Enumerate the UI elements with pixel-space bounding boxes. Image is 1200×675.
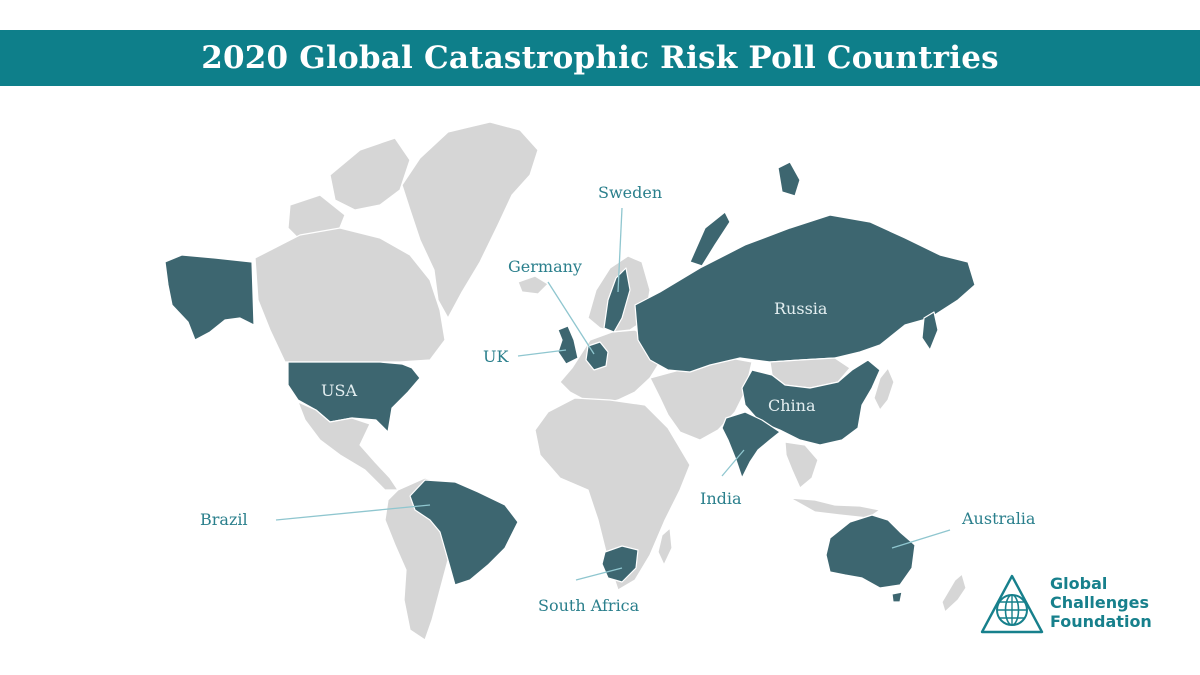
logo-line-1: Global [1050,574,1108,593]
madagascar [657,527,673,566]
canada [254,227,446,363]
label-india: India [700,489,742,508]
country-south-africa [601,545,639,583]
label-usa: USA [321,381,357,400]
page-title: 2020 Global Catastrophic Risk Poll Count… [201,40,999,76]
logo-wordmark: Global Challenges Foundation [1050,574,1152,631]
southeast-asia [784,441,819,489]
leader-australia [891,529,951,549]
leader-uk [517,349,567,357]
globe-triangle-icon [980,574,1044,634]
africa [534,397,691,591]
logo-line-3: Foundation [1050,612,1152,631]
leader-sweden [617,207,623,293]
leader-south-africa [575,567,623,581]
title-banner: 2020 Global Catastrophic Risk Poll Count… [0,30,1200,86]
leader-india [721,449,745,477]
country-russia [634,214,976,373]
logo-line-2: Challenges [1050,593,1149,612]
japan [873,367,895,411]
label-australia: Australia [961,509,1036,528]
country-usa-alaska [164,254,255,341]
label-brazil: Brazil [200,510,248,529]
russia-arctic-islands [777,161,801,197]
label-south-africa: South Africa [538,596,640,615]
label-sweden: Sweden [598,183,662,202]
gcf-logo: Global Challenges Foundation [980,572,1180,636]
country-uk [557,325,579,365]
country-brazil [409,479,519,586]
country-usa [287,361,421,433]
arctic-islands [329,137,411,211]
label-russia: Russia [774,299,828,318]
indonesia [789,497,881,519]
mexico [297,401,399,491]
label-uk: UK [483,347,509,366]
russia-sakhalin [921,311,939,351]
country-australia [825,514,916,589]
new-zealand [941,573,967,613]
greenland [401,121,539,319]
leader-germany [547,281,595,355]
russia-novaya-zemlya [689,211,731,267]
australia-tasmania [891,591,903,603]
label-germany: Germany [508,257,582,276]
country-sweden [603,267,631,333]
iceland [517,275,549,295]
label-china: China [768,396,816,415]
country-india [721,411,781,479]
leader-brazil [275,504,431,521]
